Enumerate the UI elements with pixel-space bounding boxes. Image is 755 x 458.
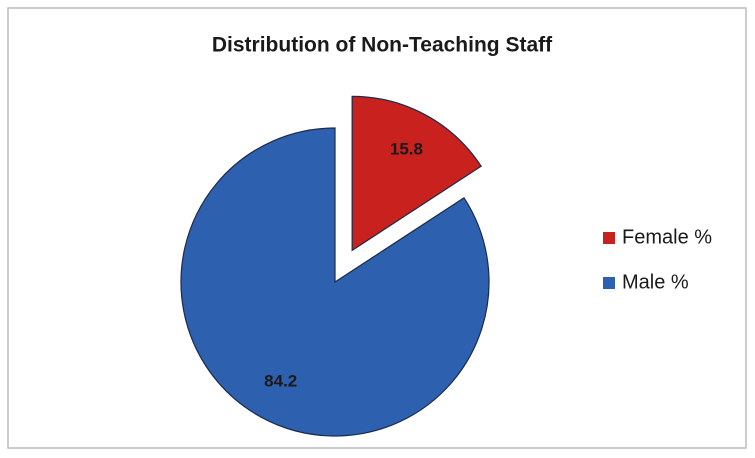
pie-slice — [180, 127, 490, 437]
legend-label: Male % — [622, 271, 689, 293]
pie-slice — [351, 95, 482, 252]
legend-swatch — [603, 277, 615, 289]
data-label: 15.8 — [390, 140, 423, 159]
chart-title: Distribution of Non-Teaching Staff — [212, 34, 553, 57]
legend-swatch — [603, 232, 615, 244]
data-label: 84.2 — [264, 372, 297, 391]
legend-label: Female % — [622, 226, 712, 248]
